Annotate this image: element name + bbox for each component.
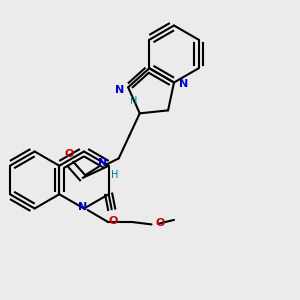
Text: N: N xyxy=(98,158,107,168)
Text: O: O xyxy=(155,218,164,228)
Text: H: H xyxy=(130,96,137,106)
Text: N: N xyxy=(115,85,124,95)
Text: O: O xyxy=(109,216,118,226)
Text: O: O xyxy=(64,149,74,159)
Text: H: H xyxy=(111,170,118,180)
Text: N: N xyxy=(179,79,189,89)
Text: N: N xyxy=(78,202,87,212)
